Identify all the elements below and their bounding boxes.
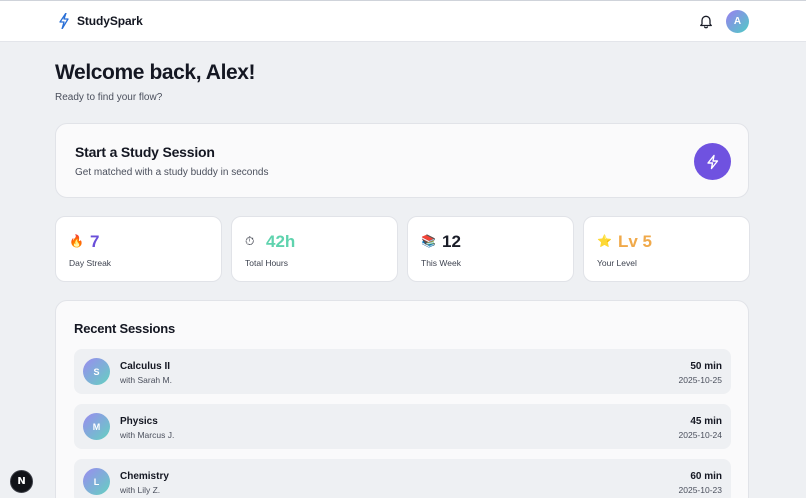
partner-avatar: L [83, 468, 110, 495]
partner-avatar: M [83, 413, 110, 440]
start-session-card[interactable]: Start a Study Session Get matched with a… [55, 123, 749, 198]
session-subject: Chemistry [120, 471, 169, 482]
session-row[interactable]: S Calculus II with Sarah M. 50 min 2025-… [74, 349, 731, 394]
stat-card-this-week: 📚 12 This Week [407, 216, 574, 282]
stat-value: 42h [266, 232, 296, 251]
session-row[interactable]: M Physics with Marcus J. 45 min 2025-10-… [74, 404, 731, 449]
start-session-title: Start a Study Session [75, 144, 215, 160]
stat-label: This Week [421, 258, 461, 268]
stat-value: 7 [90, 232, 100, 251]
session-subject: Physics [120, 416, 158, 427]
lightning-logo-icon [59, 13, 69, 29]
bell-icon[interactable] [699, 14, 713, 29]
dev-tools-badge[interactable]: N [10, 470, 33, 493]
top-nav-bar: StudySpark A [0, 0, 806, 42]
session-row[interactable]: L Chemistry with Lily Z. 60 min 2025-10-… [74, 459, 731, 498]
session-date: 2025-10-25 [678, 375, 722, 385]
partner-avatar: S [83, 358, 110, 385]
stat-label: Day Streak [69, 258, 112, 268]
session-partner: with Marcus J. [120, 430, 175, 440]
lightning-icon [706, 154, 718, 169]
user-avatar[interactable]: A [726, 10, 749, 33]
stat-label: Total Hours [245, 258, 288, 268]
stat-card-day-streak: 🔥 7 Day Streak [55, 216, 222, 282]
session-date: 2025-10-24 [678, 430, 722, 440]
star-icon: ⭐ [597, 234, 612, 248]
stat-card-total-hours: ⏱ 42h Total Hours [231, 216, 398, 282]
session-duration: 45 min [690, 416, 722, 427]
session-duration: 60 min [690, 471, 722, 482]
brand-name: StudySpark [77, 14, 143, 28]
brand-logo-link[interactable]: StudySpark [58, 13, 143, 29]
recent-sessions-title: Recent Sessions [74, 321, 176, 336]
start-session-subtitle: Get matched with a study buddy in second… [75, 167, 269, 178]
session-subject: Calculus II [120, 361, 171, 372]
session-duration: 50 min [690, 361, 722, 372]
session-partner: with Lily Z. [120, 485, 161, 495]
stat-value: Lv 5 [618, 232, 653, 251]
stat-card-your-level: ⭐ Lv 5 Your Level [583, 216, 750, 282]
session-partner: with Sarah M. [120, 375, 172, 385]
books-icon: 📚 [421, 234, 436, 248]
stat-label: Your Level [597, 258, 637, 268]
stopwatch-icon: ⏱ [245, 234, 255, 248]
stat-value: 12 [442, 232, 461, 251]
page-subtitle: Ready to find your flow? [55, 92, 163, 103]
session-date: 2025-10-23 [678, 485, 722, 495]
recent-sessions-panel: Recent Sessions S Calculus II with Sarah… [55, 300, 749, 498]
start-session-button[interactable] [694, 143, 731, 180]
fire-icon: 🔥 [69, 234, 84, 248]
page-title: Welcome back, Alex! [55, 61, 256, 84]
